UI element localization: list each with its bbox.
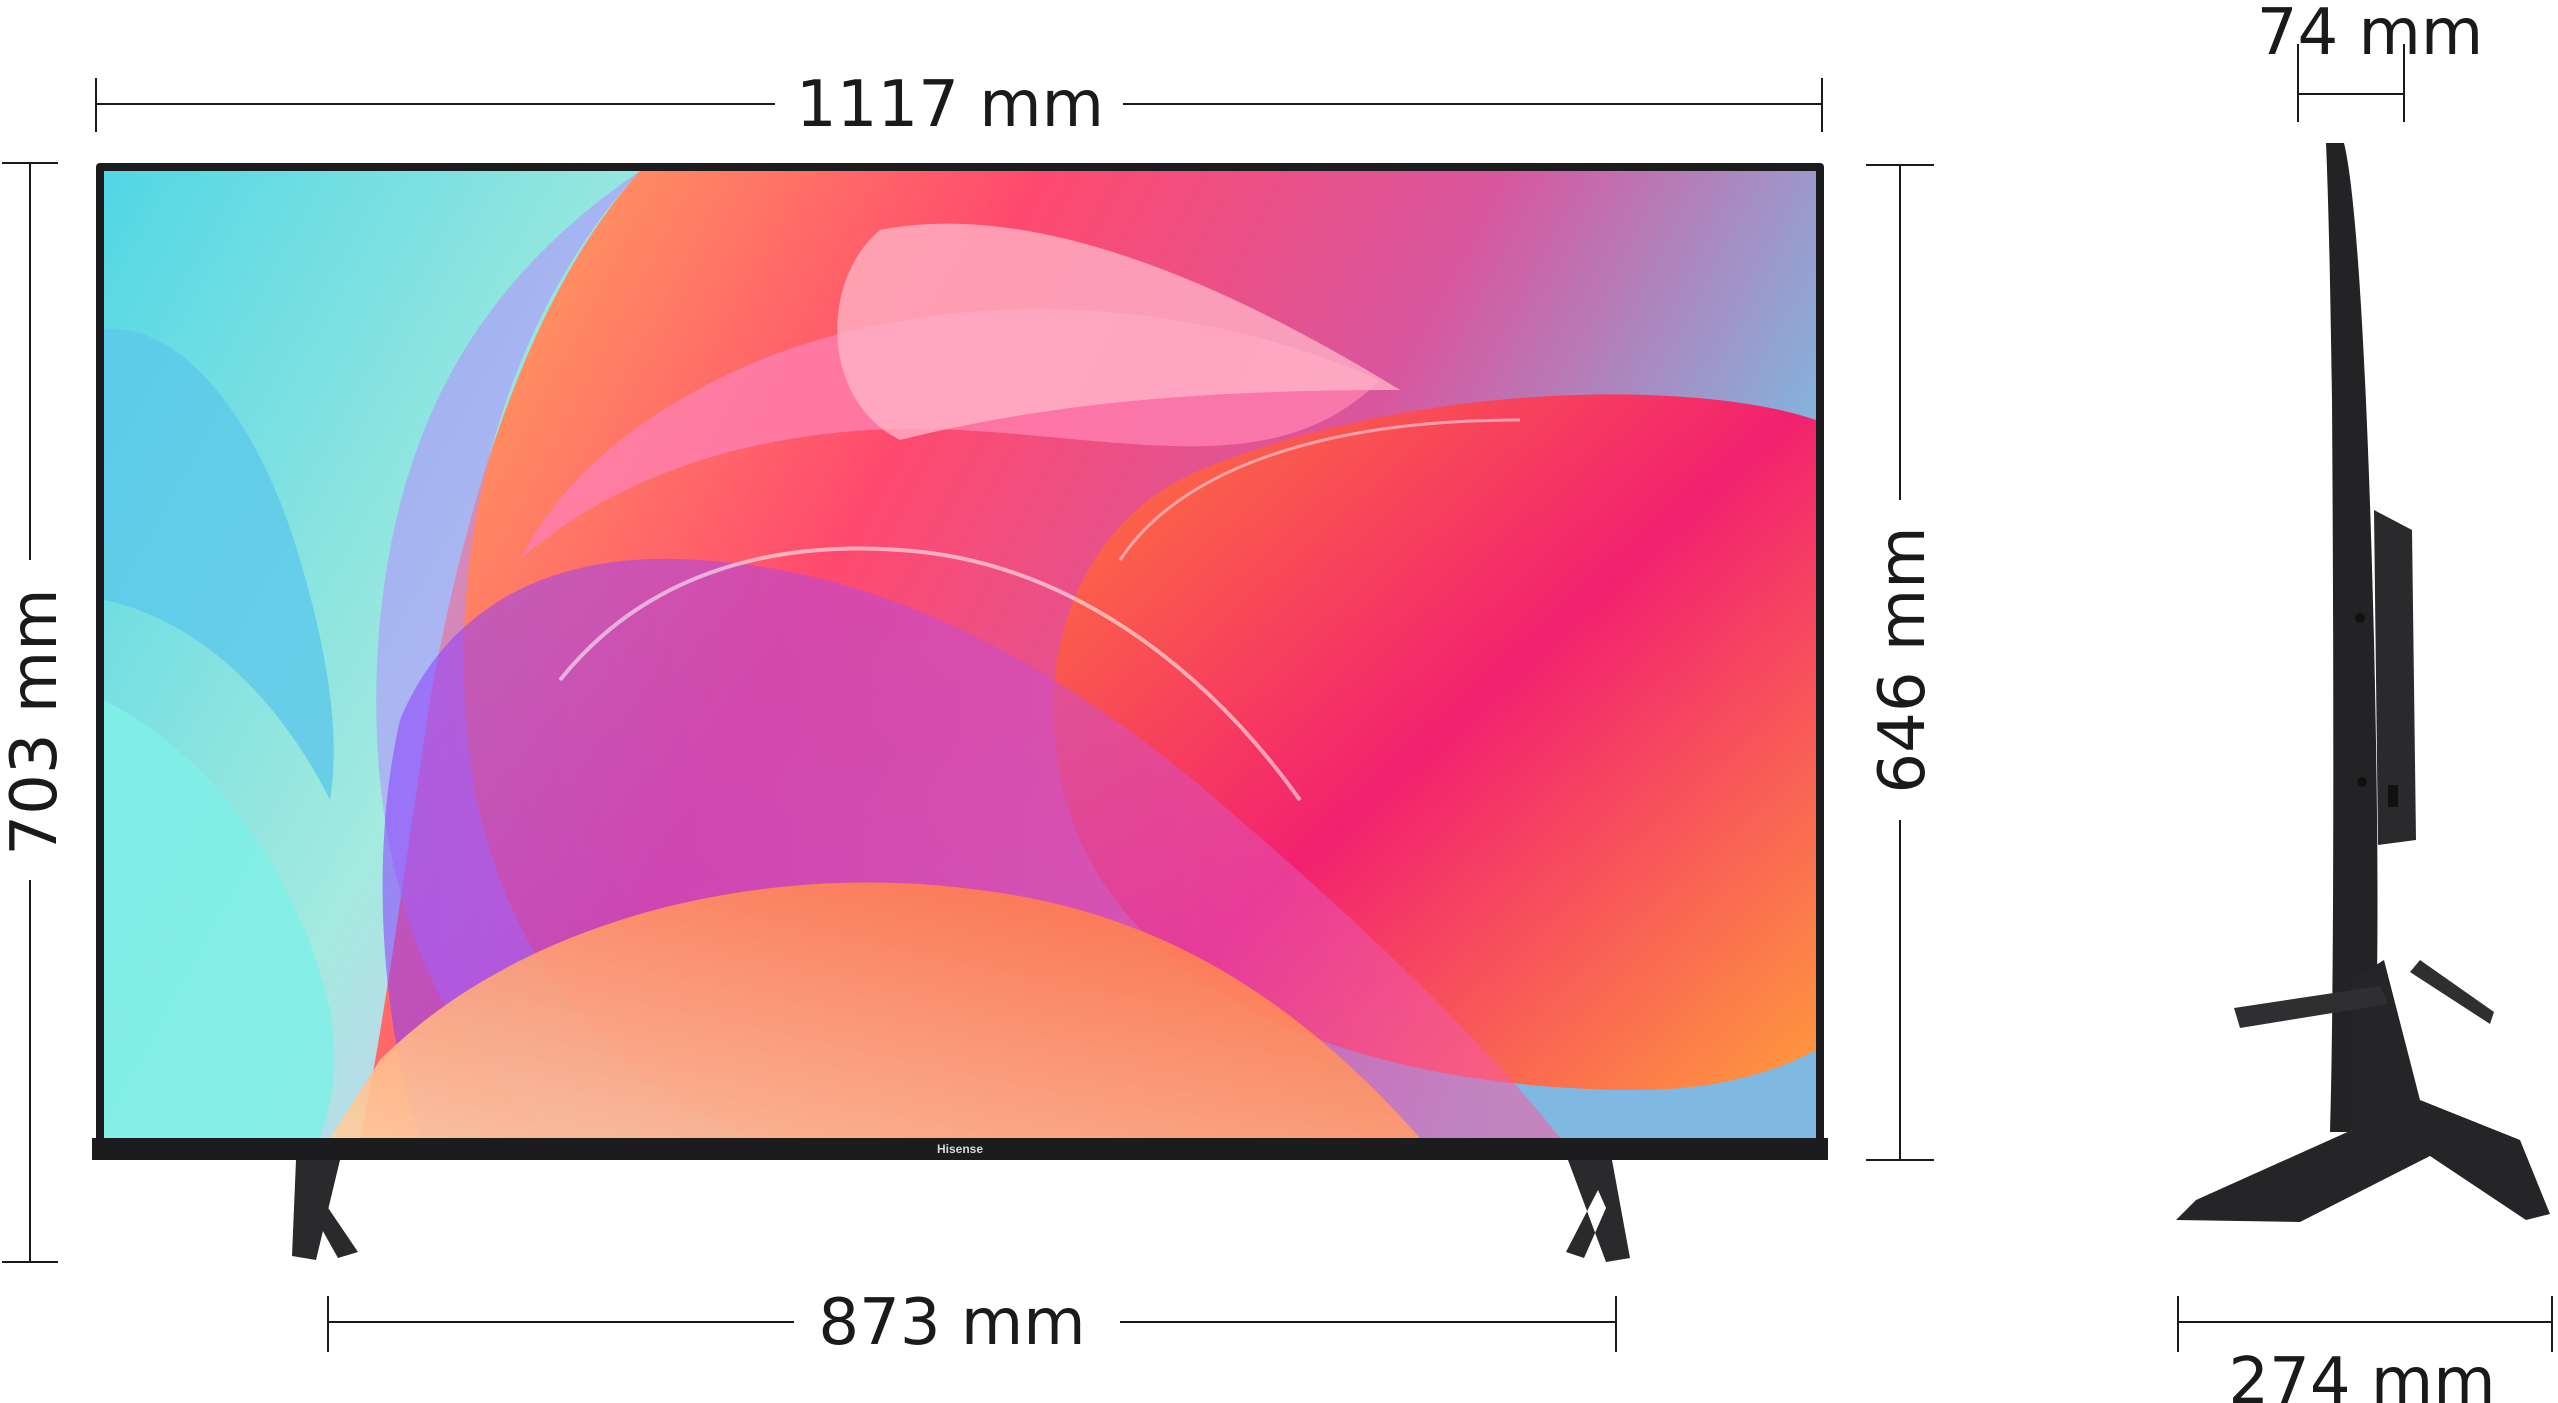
side-stand-rear-leg xyxy=(2234,960,2494,1028)
side-panel xyxy=(2326,143,2378,1132)
dimension-stand-span: 873 mm xyxy=(327,1286,1617,1360)
tv-front: Hisense xyxy=(92,163,1828,1262)
height-total-label: 703 mm xyxy=(0,588,72,855)
side-back-housing xyxy=(2374,510,2416,845)
dimension-height-panel: 646 mm xyxy=(1866,164,1940,1161)
tv-bottom-bar xyxy=(92,1138,1828,1160)
dimension-height-total: 703 mm xyxy=(0,162,72,1263)
side-port xyxy=(2388,785,2398,807)
tv-side-view xyxy=(2176,143,2550,1222)
depth-stand-label: 274 mm xyxy=(2228,1345,2495,1403)
stand-span-label: 873 mm xyxy=(818,1286,1085,1360)
dimension-width: 1117 mm xyxy=(95,68,1823,142)
side-screw-2 xyxy=(2357,777,2367,787)
screen-wallpaper xyxy=(104,171,1816,1138)
side-stand xyxy=(2176,960,2550,1222)
dimension-depth-stand: 274 mm xyxy=(2177,1296,2553,1403)
brand-logo: Hisense xyxy=(937,1142,983,1156)
stand-right xyxy=(1566,1160,1630,1262)
depth-panel-label: 74 mm xyxy=(2257,0,2483,70)
side-screw-1 xyxy=(2355,613,2365,623)
dimension-depth-panel: 74 mm xyxy=(2257,0,2483,122)
stand-left xyxy=(292,1160,358,1260)
width-label: 1117 mm xyxy=(796,68,1104,142)
height-panel-label: 646 mm xyxy=(1866,526,1940,793)
